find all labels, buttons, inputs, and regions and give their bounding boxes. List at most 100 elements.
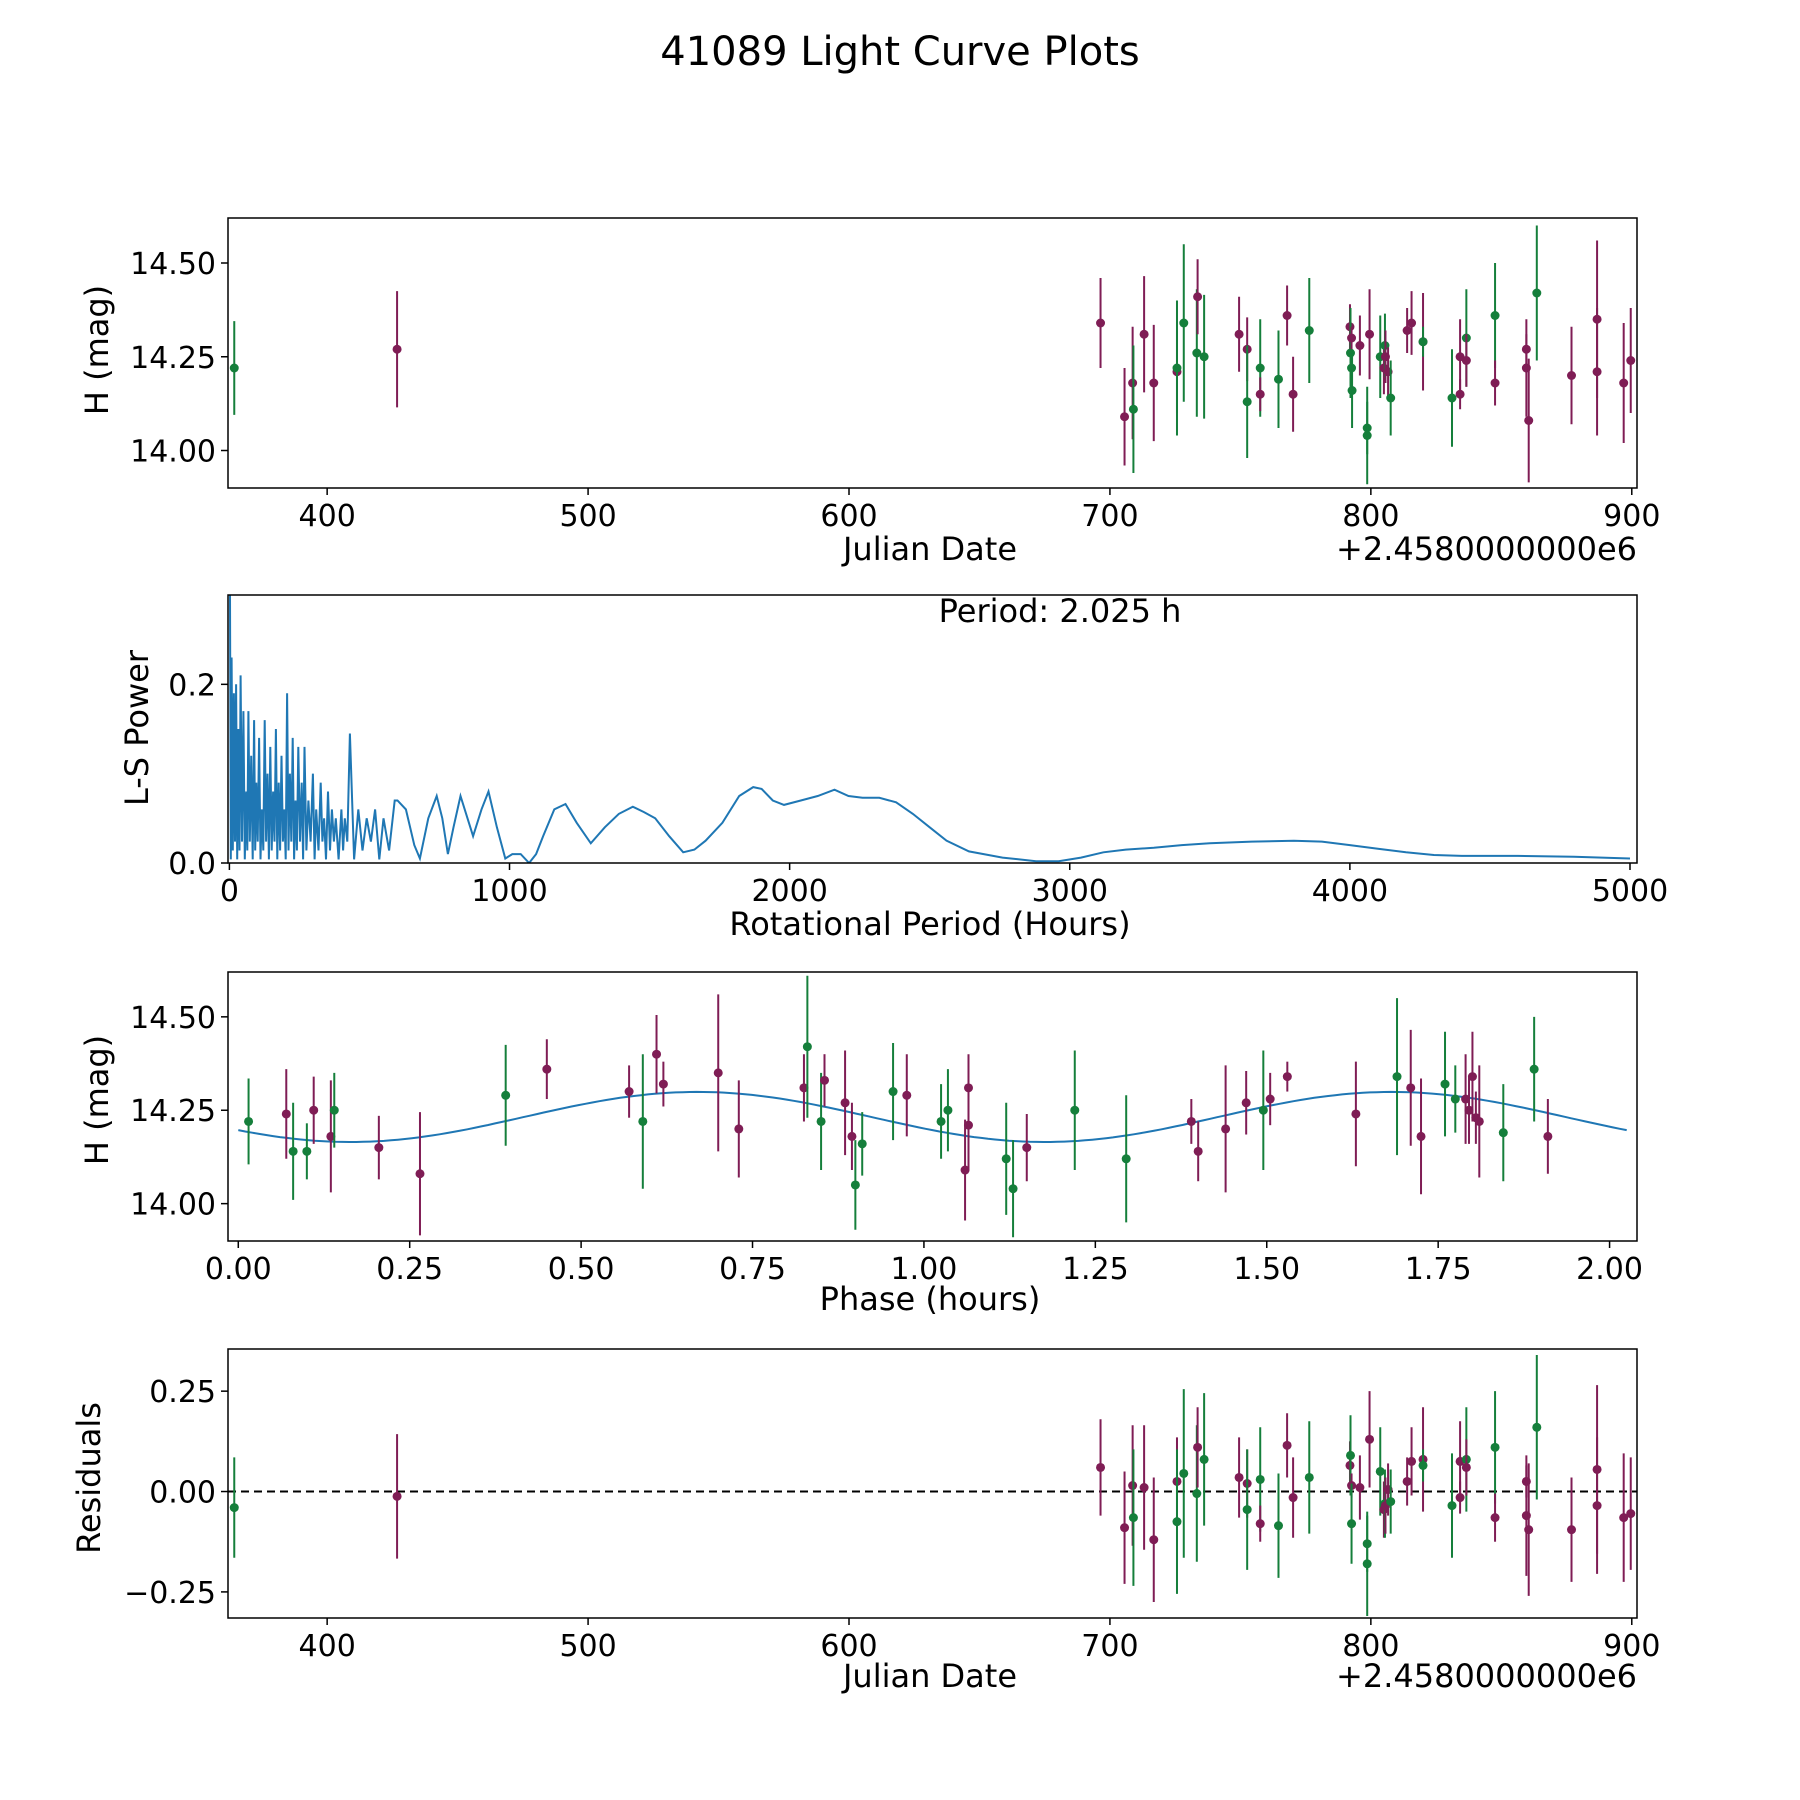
- light-curve-point: [1128, 404, 1138, 414]
- residuals-point: [392, 1491, 402, 1501]
- light-curve-point: [1273, 374, 1283, 384]
- residuals-xtick-label: 500: [559, 1629, 616, 1664]
- light-curve-xtick-label: 900: [1603, 499, 1660, 534]
- periodogram-xtick-label: 3000: [1032, 874, 1108, 909]
- light-curve-panel: Julian Date H (mag) +2.4580000000e6 400 5…: [78, 217, 1660, 568]
- phased-curve-point: [1529, 1064, 1539, 1074]
- light-curve-point: [1567, 371, 1577, 380]
- residuals-point: [1128, 1513, 1138, 1523]
- light-curve-point: [1407, 318, 1417, 328]
- phased-curve-point: [1392, 1072, 1402, 1082]
- phased-curve-point: [1467, 1072, 1477, 1082]
- residuals-point: [1172, 1517, 1182, 1527]
- residuals-point: [1255, 1474, 1265, 1484]
- phased-curve-point: [847, 1131, 857, 1141]
- light-curve-point: [1619, 378, 1629, 388]
- phased-curve-point: [963, 1120, 973, 1130]
- periodogram-xtick-label: 4000: [1312, 874, 1388, 909]
- phased-curve-point: [888, 1087, 898, 1097]
- phased-curve-xtick-label: 0.50: [548, 1252, 615, 1287]
- phased-curve-point: [840, 1098, 850, 1108]
- light-curve-point: [1402, 326, 1412, 335]
- phased-curve-point: [1498, 1128, 1508, 1138]
- residuals-point: [1199, 1454, 1209, 1464]
- residuals-point: [1619, 1513, 1629, 1523]
- phased-curve-point: [1351, 1109, 1361, 1119]
- residuals-xtick-label: 700: [1081, 1629, 1138, 1664]
- phased-curve-point: [802, 1042, 812, 1052]
- residuals-point: [229, 1503, 239, 1513]
- light-curve-point: [1532, 288, 1542, 298]
- phased-curve-point: [1406, 1083, 1416, 1093]
- phased-curve-panel: Phase (hours) H (mag) 0.00 0.25 0.50 0.75 1.…: [78, 971, 1643, 1318]
- residuals-point: [1447, 1501, 1457, 1511]
- phased-curve-xtick-label: 2.00: [1576, 1252, 1643, 1287]
- phased-curve-xtick-label: 1.25: [1062, 1252, 1129, 1287]
- phased-curve-point: [288, 1146, 298, 1156]
- phased-curve-point: [816, 1116, 826, 1126]
- residuals-xtick-label: 600: [820, 1629, 877, 1664]
- light-curve-point: [1199, 352, 1209, 362]
- residuals-point: [1362, 1559, 1372, 1569]
- phased-curve-point: [1450, 1094, 1460, 1104]
- phased-curve-point: [1282, 1072, 1292, 1082]
- phased-curve-point: [1265, 1094, 1275, 1104]
- light-curve-point: [1362, 431, 1372, 440]
- residuals-plot-area: [228, 1355, 1637, 1616]
- periodogram-ylabel: L-S Power: [118, 649, 156, 806]
- phased-curve-point: [734, 1124, 744, 1134]
- residuals-point: [1461, 1462, 1471, 1472]
- phased-curve-point: [1070, 1105, 1080, 1115]
- light-curve-point: [229, 363, 239, 373]
- residuals-point: [1242, 1505, 1252, 1515]
- phased-curve-ylabel: H (mag): [78, 1035, 116, 1165]
- phased-curve-point: [936, 1116, 946, 1126]
- light-curve-axes-frame: [227, 217, 1638, 489]
- phased-curve-point: [1464, 1105, 1474, 1115]
- light-curve-point: [1304, 326, 1314, 335]
- light-curve-ylabel: H (mag): [78, 285, 116, 415]
- light-curve-plot-area: [229, 225, 1636, 485]
- residuals-point: [1407, 1456, 1417, 1466]
- residuals-point: [1120, 1523, 1130, 1533]
- phased-curve-point: [902, 1090, 912, 1100]
- light-curve-ytick-label: 14.50: [130, 247, 216, 282]
- phased-curve-point: [652, 1049, 662, 1059]
- residuals-point: [1418, 1460, 1428, 1470]
- periodogram-xtick-label: 0: [220, 874, 239, 909]
- phased-curve-point: [960, 1165, 970, 1175]
- phased-curve-xtick-label: 0.75: [719, 1252, 786, 1287]
- phased-curve-point: [943, 1105, 953, 1115]
- phased-curve-xtick-label: 0.25: [376, 1252, 443, 1287]
- residuals-panel: Julian Date Residuals +2.4580000000e6 40…: [70, 1348, 1660, 1695]
- phased-curve-ytick-label: 14.50: [130, 1001, 216, 1036]
- light-curve-xtick-label: 500: [559, 499, 616, 534]
- residuals-point: [1179, 1468, 1189, 1478]
- light-curve-point: [1490, 311, 1500, 320]
- phased-curve-point: [1121, 1154, 1131, 1164]
- residuals-point: [1149, 1535, 1159, 1545]
- light-curve-point: [1139, 329, 1149, 339]
- residuals-xtick-label: 400: [299, 1629, 356, 1664]
- light-curve-point: [1418, 337, 1428, 347]
- residuals-ylabel: Residuals: [70, 1402, 108, 1554]
- phased-curve-xtick-label: 0.00: [205, 1252, 272, 1287]
- phased-curve-point: [850, 1180, 860, 1190]
- light-curve-point: [392, 344, 402, 354]
- residuals-offset-label: +2.4580000000e6: [1336, 1657, 1637, 1695]
- residuals-point: [1524, 1525, 1534, 1535]
- phased-curve-point: [1474, 1116, 1484, 1126]
- light-curve-point: [1455, 389, 1465, 399]
- phase-fit-curve: [238, 1090, 1627, 1143]
- phased-curve-point: [1186, 1116, 1196, 1126]
- residuals-point: [1192, 1489, 1202, 1499]
- phased-curve-point: [1221, 1124, 1231, 1134]
- residuals-xtick-label: 800: [1342, 1629, 1399, 1664]
- phased-curve-point: [1001, 1154, 1011, 1164]
- light-curve-point: [1242, 397, 1252, 407]
- residuals-point: [1375, 1466, 1385, 1476]
- residuals-point: [1386, 1497, 1396, 1507]
- light-curve-point: [1490, 378, 1500, 388]
- light-curve-xtick-label: 400: [299, 499, 356, 534]
